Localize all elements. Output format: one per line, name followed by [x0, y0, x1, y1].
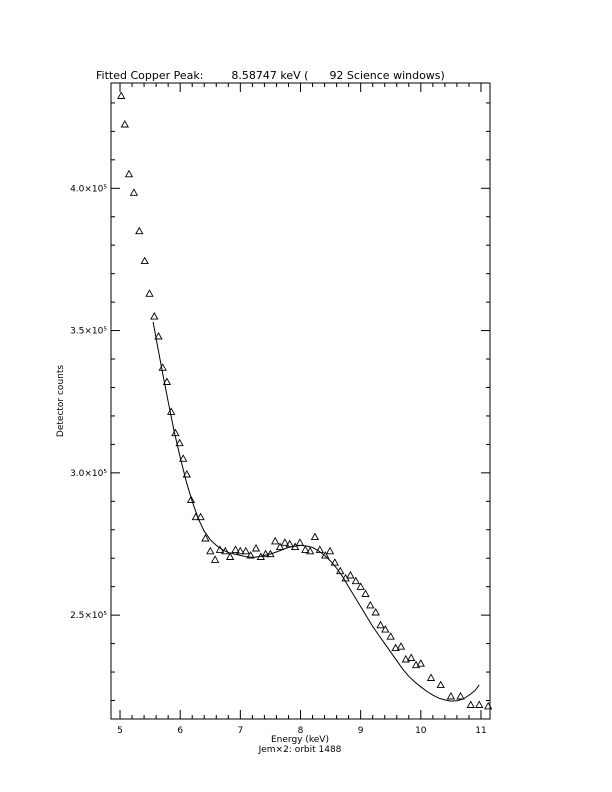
data-point	[201, 533, 210, 542]
data-point	[346, 570, 355, 579]
data-point	[330, 558, 339, 566]
data-point	[266, 549, 275, 558]
data-point	[236, 546, 245, 555]
data-point	[401, 654, 410, 663]
data-point	[182, 469, 191, 478]
data-point	[191, 512, 200, 521]
data-point	[120, 119, 129, 128]
data-point	[135, 226, 144, 235]
fit-curve-group	[152, 321, 480, 702]
data-point	[206, 546, 215, 555]
data-point	[290, 542, 300, 551]
data-point	[154, 331, 163, 340]
data-point	[484, 701, 493, 710]
y-axis-label: Detector counts	[56, 365, 66, 437]
x-tick-labels: 5 6 7 8 9 10 11	[117, 726, 487, 736]
data-point	[251, 543, 261, 552]
data-point	[221, 546, 230, 555]
data-point	[129, 188, 139, 196]
data-point	[171, 428, 180, 437]
data-points	[117, 91, 493, 710]
data-point	[295, 538, 305, 546]
data-point	[175, 438, 184, 447]
data-point	[246, 551, 255, 559]
data-point	[275, 542, 285, 551]
y-tick-label: 2.5×10⁵	[70, 611, 107, 621]
x-axis-label: Energy (keV)	[271, 735, 329, 745]
data-point	[271, 536, 280, 545]
chart-title: Fitted Copper Peak: 8.58747 keV ( 92 Sci…	[96, 69, 445, 82]
data-point	[416, 659, 425, 667]
data-point	[361, 589, 370, 597]
y-tick-label: 3.0×10⁵	[70, 469, 107, 479]
data-point	[336, 566, 345, 575]
data-point	[261, 549, 270, 558]
data-point	[140, 256, 149, 265]
data-point	[280, 538, 290, 546]
data-point	[391, 643, 400, 652]
data-point	[241, 546, 250, 555]
fit-curve	[152, 321, 480, 702]
x-tick-label: 10	[415, 726, 427, 736]
data-point	[381, 625, 390, 633]
data-point	[310, 532, 320, 541]
data-point	[285, 539, 294, 548]
data-point	[315, 545, 324, 553]
data-point	[436, 680, 445, 689]
data-point	[325, 546, 335, 555]
axis-ticks	[111, 83, 490, 719]
data-point	[215, 545, 225, 553]
data-point	[231, 545, 240, 553]
data-point	[196, 512, 205, 521]
data-point	[225, 552, 235, 560]
data-point	[301, 545, 310, 553]
x-tick-label: 9	[358, 726, 364, 736]
data-point	[179, 454, 188, 462]
data-point	[396, 642, 406, 650]
data-point	[167, 407, 176, 415]
data-point	[456, 691, 465, 700]
y-tick-labels: 2.5×10⁵ 3.0×10⁵ 3.5×10⁵ 4.0×10⁵	[70, 184, 107, 621]
x-tick-label: 5	[117, 726, 123, 736]
x-tick-label: 8	[298, 726, 304, 736]
data-point	[366, 600, 375, 609]
y-tick-label: 4.0×10⁵	[70, 184, 107, 194]
data-point	[162, 377, 172, 385]
data-point	[124, 169, 134, 178]
data-point	[376, 620, 385, 629]
x-tick-label: 6	[177, 726, 183, 736]
data-point	[186, 495, 196, 504]
data-point	[351, 576, 360, 585]
x-tick-label: 11	[475, 726, 486, 736]
data-point	[426, 673, 436, 681]
data-point	[158, 363, 167, 371]
data-point	[475, 700, 484, 708]
data-point	[411, 660, 421, 669]
y-tick-label: 3.5×10⁵	[70, 327, 107, 337]
data-point	[371, 607, 380, 616]
data-point	[466, 700, 475, 708]
data-point	[321, 551, 330, 559]
x-tick-label: 7	[237, 726, 243, 736]
data-point	[150, 311, 159, 320]
data-point	[210, 555, 220, 563]
data-point	[305, 546, 315, 555]
data-point	[117, 91, 126, 99]
data-point	[407, 653, 416, 661]
data-point	[356, 582, 365, 590]
data-point	[386, 632, 395, 640]
data-point	[446, 691, 456, 700]
footer-label: Jem×2: orbit 1488	[258, 745, 342, 755]
data-point	[145, 289, 154, 297]
